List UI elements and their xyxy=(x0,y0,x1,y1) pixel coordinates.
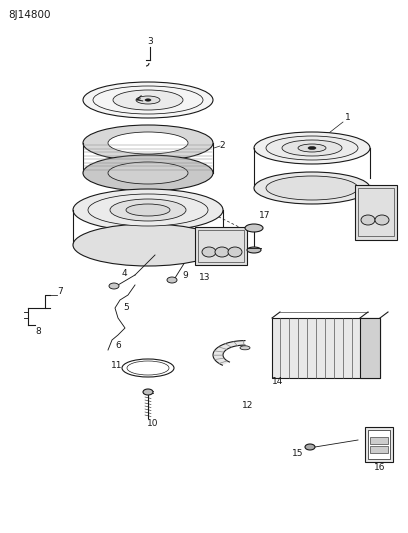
Ellipse shape xyxy=(167,277,177,283)
Ellipse shape xyxy=(308,147,316,149)
Text: 2: 2 xyxy=(219,141,225,149)
Bar xyxy=(370,437,388,444)
Ellipse shape xyxy=(143,389,153,395)
Ellipse shape xyxy=(298,144,326,152)
Text: 17: 17 xyxy=(259,211,271,220)
Ellipse shape xyxy=(108,162,188,184)
Ellipse shape xyxy=(136,96,160,104)
Ellipse shape xyxy=(83,82,213,118)
Ellipse shape xyxy=(83,155,213,191)
Ellipse shape xyxy=(247,247,261,253)
FancyBboxPatch shape xyxy=(355,185,397,240)
Ellipse shape xyxy=(93,86,203,114)
Text: 5: 5 xyxy=(123,303,129,311)
Bar xyxy=(358,188,394,236)
Ellipse shape xyxy=(109,283,119,289)
Text: 4: 4 xyxy=(121,269,127,278)
Text: 11: 11 xyxy=(111,361,123,370)
Text: 7: 7 xyxy=(57,287,63,296)
Text: 8: 8 xyxy=(35,327,41,336)
Text: 3: 3 xyxy=(147,37,153,46)
Ellipse shape xyxy=(266,176,358,200)
Ellipse shape xyxy=(73,189,223,231)
Ellipse shape xyxy=(228,247,242,257)
Ellipse shape xyxy=(254,132,370,164)
Ellipse shape xyxy=(83,125,213,161)
Ellipse shape xyxy=(113,90,183,110)
Text: 10: 10 xyxy=(147,418,159,427)
Text: 16: 16 xyxy=(374,463,386,472)
Ellipse shape xyxy=(127,361,169,375)
Ellipse shape xyxy=(215,247,229,257)
Bar xyxy=(272,318,380,378)
Ellipse shape xyxy=(122,359,174,377)
Ellipse shape xyxy=(266,136,358,160)
Ellipse shape xyxy=(361,215,375,225)
Bar xyxy=(365,427,393,462)
Text: 6: 6 xyxy=(115,341,121,350)
Text: 8J14800: 8J14800 xyxy=(8,10,51,20)
Ellipse shape xyxy=(240,346,250,350)
Ellipse shape xyxy=(305,444,315,450)
Ellipse shape xyxy=(88,194,208,226)
Text: 9: 9 xyxy=(182,271,188,279)
Ellipse shape xyxy=(254,172,370,204)
Ellipse shape xyxy=(126,204,170,216)
Ellipse shape xyxy=(73,224,223,266)
Text: 12: 12 xyxy=(242,400,254,409)
Bar xyxy=(198,230,244,262)
Ellipse shape xyxy=(375,215,389,225)
Text: 14: 14 xyxy=(272,377,284,386)
Bar xyxy=(370,446,388,453)
Text: 15: 15 xyxy=(292,448,304,457)
Text: 1: 1 xyxy=(345,114,351,123)
Text: 13: 13 xyxy=(199,273,211,282)
Ellipse shape xyxy=(282,140,342,156)
Ellipse shape xyxy=(202,247,216,257)
Bar xyxy=(360,318,380,378)
Ellipse shape xyxy=(108,132,188,154)
Polygon shape xyxy=(213,341,245,365)
Bar xyxy=(368,430,390,459)
Ellipse shape xyxy=(110,199,186,221)
Ellipse shape xyxy=(245,224,263,232)
FancyBboxPatch shape xyxy=(195,227,247,265)
Ellipse shape xyxy=(145,99,151,101)
